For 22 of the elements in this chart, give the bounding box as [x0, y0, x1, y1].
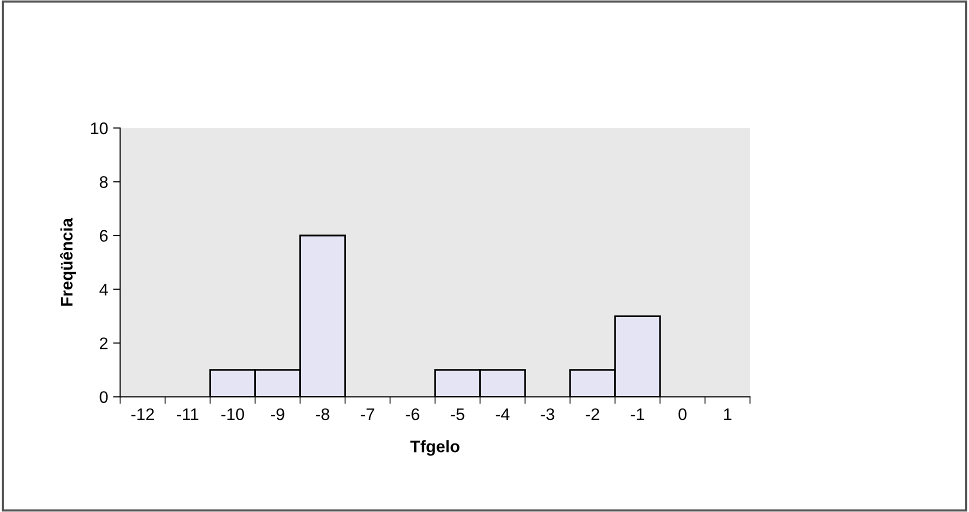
x-tick-label: -12 — [131, 408, 154, 420]
x-tick-label: -9 — [270, 408, 284, 420]
x-tick-label: -1 — [630, 408, 644, 420]
x-tick-label: -4 — [496, 408, 510, 420]
x-tick-label: -3 — [540, 408, 554, 420]
y-tick-label: 4 — [99, 284, 108, 296]
x-tick-label: 1 — [724, 408, 732, 420]
y-tick-label: 10 — [91, 122, 108, 134]
y-tick-label: 0 — [100, 391, 108, 404]
y-tick-label: 8 — [100, 176, 108, 188]
x-axis-title: Tfgelo — [410, 440, 460, 456]
x-tick-label: -5 — [450, 408, 464, 420]
x-tick-label: -2 — [586, 408, 600, 420]
x-tick-label: -6 — [406, 408, 420, 420]
y-axis-title: Freqüência — [60, 218, 76, 306]
x-tick-label: 0 — [678, 408, 687, 420]
y-tick-label: 2 — [100, 337, 108, 350]
y-tick-label: 6 — [100, 230, 108, 242]
x-tick-label: -8 — [316, 408, 330, 420]
x-tick-label: -10 — [221, 408, 244, 420]
x-tick-label: -11 — [176, 408, 198, 420]
x-tick-label: -7 — [360, 408, 374, 420]
